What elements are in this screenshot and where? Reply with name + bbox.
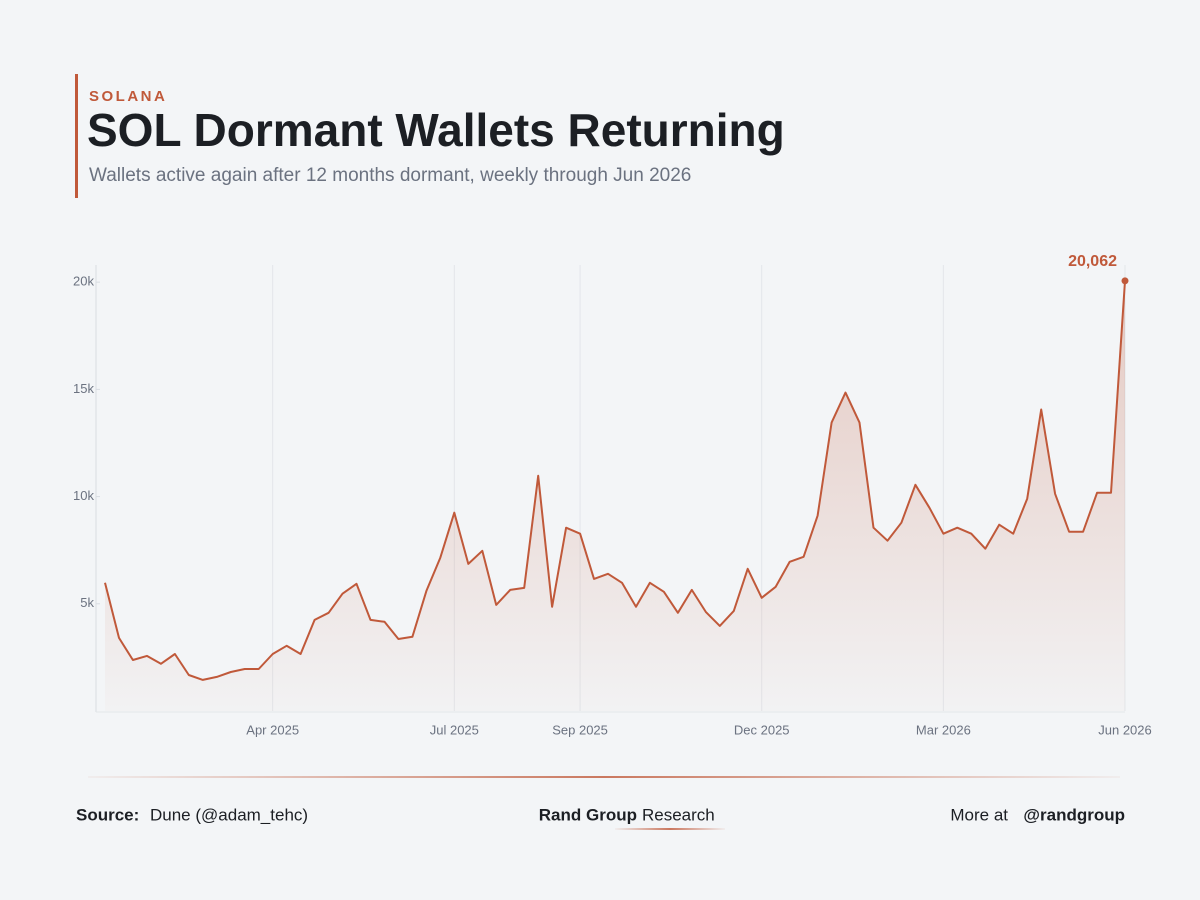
brand-suffix: Research [642, 805, 715, 824]
x-tick-label: Mar 2026 [916, 722, 971, 737]
subtitle: Wallets active again after 12 months dor… [89, 165, 691, 186]
handle: @randgroup [1023, 805, 1125, 824]
accent-bar [75, 74, 78, 198]
point [1121, 277, 1129, 285]
chart-title: SOL Dormant Wallets Returning [87, 104, 785, 156]
brand: Rand Group [539, 805, 637, 824]
source-label: Source: [76, 805, 139, 824]
x-tick-label: Jun 2026 [1098, 722, 1152, 737]
line [104, 280, 1126, 681]
x-tick-label: Sep 2025 [552, 722, 608, 737]
x-tick-label: Apr 2025 [246, 722, 299, 737]
separator [88, 776, 1120, 778]
kicker: SOLANA [89, 88, 167, 105]
y-tick-label: 20k [73, 274, 94, 289]
y-tick-label: 15k [73, 381, 94, 396]
y-tick-label: 10k [73, 488, 94, 503]
value-label: 20,062 [1068, 253, 1117, 270]
x-tick-label: Jul 2025 [430, 722, 479, 737]
area [105, 280, 1125, 711]
more-label: More at [950, 805, 1008, 824]
source: Dune (@adam_tehc) [150, 805, 308, 824]
brand-underline [615, 828, 725, 830]
x-tick-label: Dec 2025 [734, 722, 790, 737]
y-tick-label: 5k [80, 595, 94, 610]
